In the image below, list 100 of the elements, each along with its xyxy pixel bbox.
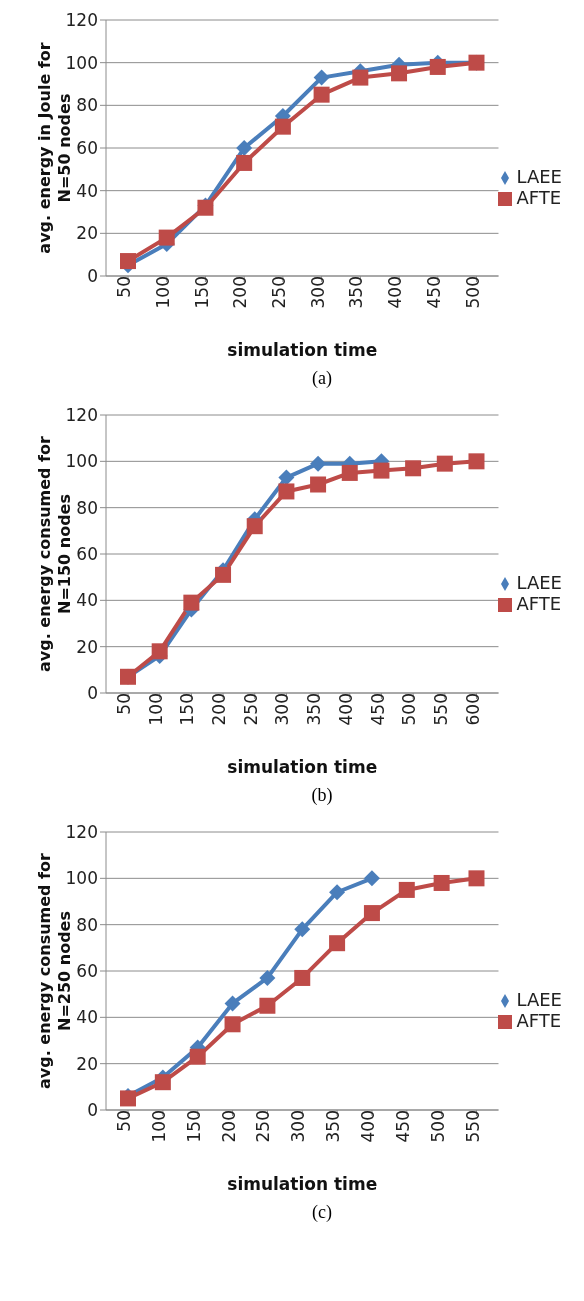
point — [363, 905, 380, 922]
x-tick-label: 200 — [209, 693, 230, 726]
point — [352, 69, 369, 86]
point — [313, 69, 330, 86]
point — [224, 995, 241, 1012]
x-tick-label: 150 — [177, 693, 198, 726]
point — [278, 483, 295, 500]
point — [405, 460, 422, 477]
y-tick-label: 0 — [87, 266, 98, 287]
point — [259, 997, 276, 1014]
point — [310, 455, 327, 472]
y-tick-label: 120 — [65, 822, 98, 843]
point — [436, 455, 453, 472]
y-tick-label: 0 — [87, 683, 98, 704]
point — [433, 874, 450, 891]
point — [189, 1048, 206, 1065]
x-axis-title: simulation time — [227, 1174, 378, 1194]
x-tick-label: 50 — [114, 276, 135, 298]
legend-label: LAEE — [516, 166, 562, 187]
y-tick-label: 100 — [65, 868, 98, 889]
y-tick-label: 60 — [76, 961, 98, 982]
text: (c) — [311, 1202, 333, 1223]
legend-label: AFTE — [516, 1010, 562, 1031]
y-tick-label: 80 — [76, 497, 98, 518]
x-tick-label: 350 — [346, 276, 367, 309]
x-tick-label: 500 — [399, 693, 420, 726]
y-tick-label: 20 — [76, 1053, 98, 1074]
x-tick-label: 400 — [385, 276, 406, 309]
x-axis-title: simulation time — [227, 340, 378, 360]
point — [120, 253, 136, 270]
x-tick-label: 550 — [462, 1110, 483, 1143]
x-tick-label: 500 — [462, 276, 483, 309]
legend-label: AFTE — [516, 187, 562, 208]
x-tick-label: 50 — [114, 693, 135, 715]
y-tick-label: 40 — [76, 180, 98, 201]
legend-label: LAEE — [516, 572, 562, 593]
legend-label: AFTE — [516, 593, 562, 614]
y-tick-label: 120 — [65, 10, 98, 31]
x-tick-label: 300 — [288, 1110, 309, 1143]
point — [151, 643, 168, 660]
x-tick-label: 150 — [183, 1110, 204, 1143]
point — [236, 140, 253, 156]
x-tick-label: 400 — [358, 1110, 379, 1143]
x-tick-label: 550 — [430, 693, 451, 726]
text: (b) — [310, 785, 334, 806]
x-tick-label: 150 — [191, 276, 212, 309]
x-tick-label: 350 — [323, 1110, 344, 1143]
y-tick-label: 100 — [65, 451, 98, 472]
x-tick-label: 250 — [253, 1110, 274, 1143]
point — [236, 154, 253, 171]
point — [329, 935, 346, 952]
point — [313, 86, 330, 103]
point — [259, 969, 276, 986]
x-axis-title: simulation time — [227, 757, 378, 777]
x-tick-label: 500 — [427, 1110, 448, 1143]
point — [429, 58, 446, 75]
x-tick-label: 400 — [335, 693, 356, 726]
x-tick-label: 450 — [392, 1110, 413, 1143]
y-tick-label: 60 — [76, 138, 98, 159]
x-tick-label: 350 — [304, 693, 325, 726]
y-tick-label: 60 — [76, 544, 98, 565]
point — [294, 921, 311, 938]
y-tick-label: 0 — [87, 1100, 98, 1121]
point — [158, 229, 175, 246]
y-tick-label: 40 — [76, 590, 98, 611]
y-tick-label: 40 — [76, 1007, 98, 1028]
x-tick-label: 300 — [307, 276, 328, 309]
point — [246, 518, 263, 535]
point — [274, 118, 291, 135]
point — [224, 1016, 241, 1033]
x-tick-label: 100 — [145, 693, 166, 726]
point — [468, 870, 485, 887]
x-tick-label: 250 — [268, 276, 289, 309]
y-tick-label: 20 — [76, 223, 98, 244]
x-tick-label: 600 — [462, 693, 483, 726]
point — [329, 884, 346, 901]
x-tick-label: 200 — [230, 276, 251, 309]
point — [373, 462, 390, 479]
y-tick-label: 120 — [65, 405, 98, 426]
point — [391, 65, 408, 82]
y-tick-label: 100 — [65, 52, 98, 73]
point — [278, 469, 295, 486]
x-tick-label: 300 — [272, 693, 293, 726]
point — [154, 1074, 171, 1091]
x-tick-label: 450 — [423, 276, 444, 309]
x-tick-label: 200 — [218, 1110, 239, 1143]
y-tick-label: 80 — [76, 914, 98, 935]
legend-label: LAEE — [516, 989, 562, 1010]
point — [294, 969, 311, 986]
point — [363, 870, 380, 887]
point — [215, 566, 232, 583]
text: (a) — [311, 368, 333, 389]
point — [341, 464, 358, 481]
point — [398, 881, 415, 898]
point — [468, 453, 485, 470]
point — [310, 476, 327, 493]
y-tick-label: 80 — [76, 95, 98, 116]
x-tick-label: 250 — [240, 693, 261, 726]
y-tick-label: 20 — [76, 636, 98, 657]
x-tick-label: 50 — [114, 1110, 135, 1132]
